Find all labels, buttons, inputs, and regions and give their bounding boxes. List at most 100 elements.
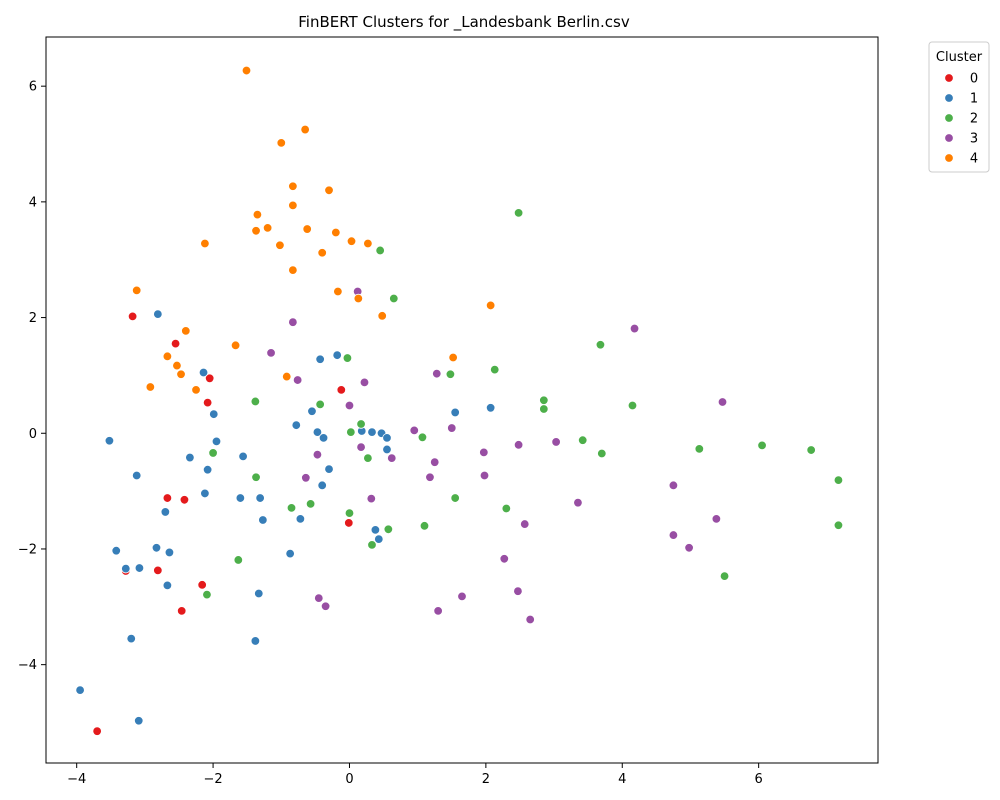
data-point-cluster-2: [539, 404, 549, 414]
legend-label-2: 2: [970, 112, 978, 127]
data-point-cluster-4: [181, 326, 191, 336]
data-point-cluster-2: [419, 521, 430, 531]
data-point-cluster-1: [374, 534, 384, 544]
data-point-cluster-4: [331, 227, 341, 238]
data-point-cluster-2: [597, 448, 607, 459]
data-point-cluster-1: [295, 514, 306, 524]
y-tick-label: 2: [29, 311, 37, 326]
data-point-cluster-1: [126, 633, 136, 644]
x-tick-label: −4: [67, 772, 86, 787]
data-point-cluster-1: [485, 403, 496, 413]
data-point-cluster-2: [417, 432, 428, 443]
data-point-cluster-3: [479, 470, 490, 481]
data-point-cluster-4: [346, 236, 357, 246]
data-point-cluster-2: [342, 353, 353, 363]
data-point-cluster-0: [92, 726, 102, 736]
x-tick-label: −2: [203, 772, 222, 787]
legend-marker-1: [944, 93, 954, 103]
data-point-cluster-2: [389, 293, 399, 304]
data-point-cluster-2: [719, 571, 730, 581]
data-point-cluster-2: [833, 475, 844, 485]
data-point-cluster-3: [513, 440, 524, 450]
data-point-cluster-2: [251, 472, 261, 482]
x-tick-label: 4: [618, 772, 626, 787]
data-point-cluster-1: [291, 420, 301, 430]
data-point-cluster-1: [134, 716, 144, 726]
legend-marker-4: [944, 153, 954, 163]
y-tick-label: 0: [29, 427, 37, 442]
data-point-cluster-1: [162, 580, 173, 591]
data-point-cluster-1: [307, 406, 317, 416]
data-point-cluster-2: [305, 499, 316, 509]
data-point-cluster-1: [185, 452, 195, 463]
data-point-cluster-3: [684, 543, 694, 553]
data-point-cluster-4: [191, 385, 201, 395]
legend-label-0: 0: [970, 72, 978, 87]
data-point-cluster-3: [433, 606, 443, 616]
data-point-cluster-2: [501, 503, 512, 514]
data-point-cluster-4: [262, 223, 273, 233]
data-point-cluster-2: [344, 508, 355, 518]
data-point-cluster-3: [513, 586, 523, 596]
x-tick-label: 2: [482, 772, 490, 787]
data-point-cluster-4: [300, 124, 310, 135]
data-point-cluster-0: [177, 606, 187, 616]
data-point-cluster-3: [366, 493, 376, 504]
data-point-cluster-2: [806, 445, 816, 455]
legend-marker-2: [944, 113, 954, 123]
data-point-cluster-4: [353, 293, 364, 304]
data-point-cluster-3: [525, 614, 535, 625]
data-point-cluster-3: [288, 317, 298, 327]
data-point-cluster-2: [445, 369, 456, 379]
data-point-cluster-1: [164, 547, 175, 558]
legend-marker-3: [944, 133, 954, 143]
data-point-cluster-2: [346, 427, 356, 437]
data-point-cluster-1: [198, 367, 209, 378]
data-point-cluster-2: [250, 396, 261, 407]
data-point-cluster-1: [250, 636, 261, 646]
data-point-cluster-1: [211, 436, 222, 447]
data-point-cluster-1: [370, 525, 381, 535]
data-point-cluster-3: [320, 601, 331, 611]
data-point-cluster-1: [75, 685, 85, 695]
legend-marker-0: [944, 73, 954, 83]
data-point-cluster-3: [668, 480, 679, 491]
data-point-cluster-2: [595, 340, 606, 350]
data-point-cluster-0: [162, 493, 173, 503]
legend-title: Cluster: [936, 50, 983, 65]
data-point-cluster-1: [200, 488, 210, 499]
data-point-cluster-3: [499, 554, 509, 564]
data-point-cluster-4: [288, 181, 298, 191]
data-point-cluster-1: [367, 427, 377, 437]
data-point-cluster-2: [367, 540, 377, 550]
data-point-cluster-4: [200, 238, 210, 249]
data-point-cluster-3: [312, 449, 323, 460]
legend-items: 0 1 2 3 4: [944, 72, 978, 167]
data-point-cluster-1: [382, 433, 392, 443]
data-point-cluster-1: [258, 515, 268, 525]
data-points: [75, 65, 844, 736]
data-point-cluster-2: [757, 440, 767, 451]
data-point-cluster-4: [288, 265, 298, 275]
data-point-cluster-1: [209, 409, 219, 419]
data-point-cluster-1: [202, 465, 213, 475]
data-point-cluster-1: [324, 464, 334, 474]
data-point-cluster-4: [132, 285, 142, 296]
data-point-cluster-3: [520, 519, 530, 529]
data-point-cluster-4: [363, 238, 373, 249]
data-point-cluster-2: [513, 208, 524, 218]
data-point-cluster-2: [383, 524, 394, 534]
data-point-cluster-3: [668, 530, 679, 540]
data-point-cluster-3: [359, 377, 370, 388]
data-point-cluster-1: [285, 548, 295, 559]
data-point-cluster-3: [314, 593, 324, 603]
data-point-cluster-4: [377, 311, 387, 321]
data-point-cluster-3: [457, 591, 467, 602]
data-point-cluster-0: [127, 311, 138, 322]
data-point-cluster-0: [202, 397, 213, 408]
data-point-cluster-1: [312, 427, 323, 437]
data-point-cluster-0: [153, 565, 163, 576]
data-point-cluster-1: [255, 493, 265, 503]
legend: Cluster 0 1 2 3 4: [928, 41, 990, 173]
